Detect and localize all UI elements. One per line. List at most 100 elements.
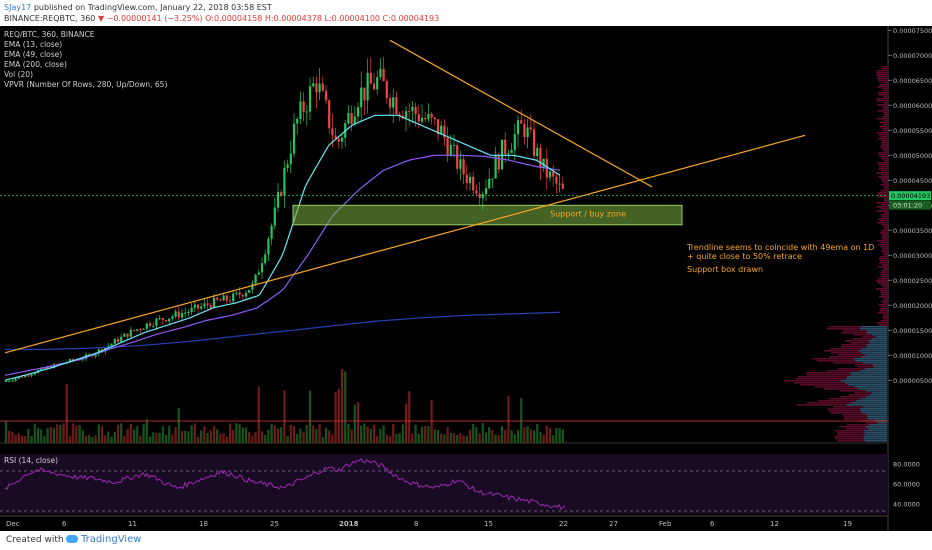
- legend-vpvr[interactable]: VPVR (Number Of Rows, 280, Up/Down, 65): [4, 80, 167, 89]
- descending-trendline[interactable]: [389, 39, 653, 188]
- vpvr-row: [845, 428, 887, 430]
- rsi-axis: 80.0000 60.0000 40.0000: [893, 461, 920, 509]
- price-chart[interactable]: Support / buy zone Trendline seems to co…: [0, 26, 932, 531]
- volume-bar: [129, 424, 132, 443]
- time-axis[interactable]: Dec 6 11 18 25 2018 8 15 22 27 Feb 6 12 19: [6, 520, 852, 528]
- vpvr-row: [880, 146, 887, 148]
- volume-bar: [164, 435, 168, 443]
- vpvr-row: [843, 416, 887, 418]
- candle-body: [526, 127, 529, 138]
- legend-symbol[interactable]: REQ/BTC, 360, BINANCE: [4, 30, 95, 39]
- volume-bar: [225, 436, 228, 443]
- volume-bar: [529, 429, 532, 443]
- candle-body: [481, 194, 484, 199]
- tradingview-link[interactable]: TradingView: [66, 534, 141, 545]
- price-axis[interactable]: 0.00007500 0.00007000 0.00006500 0.00006000…: [888, 27, 932, 385]
- candle-body: [123, 333, 126, 337]
- price-tick-label: 0.00002000: [893, 302, 932, 310]
- volume-bar: [385, 434, 388, 443]
- volume-bar: [379, 428, 382, 443]
- vpvr-row: [882, 268, 887, 270]
- vpvr-row: [881, 238, 887, 240]
- candle-body: [331, 128, 334, 136]
- vpvr-row: [876, 98, 887, 100]
- volume-bar: [120, 423, 123, 443]
- vpvr-row: [877, 110, 887, 112]
- vpvr-row: [880, 208, 887, 210]
- author-link[interactable]: SJay17: [4, 3, 32, 12]
- symbol-text: BINANCE:REQBTC, 360: [4, 14, 96, 23]
- vpvr-row-up: [872, 392, 887, 394]
- vpvr-row: [877, 92, 887, 94]
- volume-bar: [276, 428, 280, 443]
- candle-body: [148, 323, 152, 326]
- vpvr-row: [795, 378, 887, 380]
- candle-body: [360, 87, 363, 108]
- vpvr-row: [883, 182, 887, 184]
- price-tick-label: 0.00002500: [893, 277, 932, 285]
- volume-bar: [209, 430, 212, 443]
- volume-bar: [184, 430, 187, 443]
- vpvr-row: [876, 118, 887, 120]
- candle-body: [452, 145, 456, 147]
- time-tick-label: 6: [710, 520, 715, 528]
- vpvr-row: [836, 434, 887, 436]
- vpvr-row: [881, 128, 887, 130]
- legend-ema13[interactable]: EMA (13, close): [4, 40, 62, 49]
- candle-body: [417, 114, 420, 122]
- candle-body: [420, 117, 424, 122]
- candle-body: [216, 297, 219, 300]
- vpvr-row-up: [860, 410, 887, 412]
- volume-bar: [142, 423, 145, 443]
- legend-ema49[interactable]: EMA (49, close): [4, 50, 62, 59]
- volume-bar: [475, 427, 478, 443]
- volume-bar: [187, 431, 190, 443]
- vpvr-row: [880, 274, 887, 276]
- vpvr-row: [880, 320, 887, 322]
- ascending-trendline[interactable]: [4, 134, 806, 354]
- vpvr-row-up: [840, 380, 887, 382]
- volume-bar: [59, 424, 62, 443]
- volume-bar: [446, 427, 449, 443]
- volume-bar: [148, 436, 152, 443]
- legend-volume[interactable]: Vol (20): [4, 70, 33, 79]
- vpvr-row: [830, 352, 887, 354]
- candle-body: [328, 100, 331, 129]
- indicator-legend: REQ/BTC, 360, BINANCE EMA (13, close) EM…: [4, 30, 167, 89]
- volume-bar: [433, 429, 436, 443]
- publish-header: SJay17 published on TradingView.com, Jan…: [0, 0, 932, 30]
- candle-body: [555, 176, 558, 184]
- rsi-line: [4, 457, 566, 511]
- candle-body: [475, 190, 478, 194]
- tradingview-brand: TradingView: [81, 534, 142, 545]
- volume-bar: [289, 424, 292, 443]
- vpvr-row-up: [867, 418, 887, 420]
- chart-background: [0, 26, 932, 531]
- vpvr-row: [880, 178, 887, 180]
- legend-ema200[interactable]: EMA (200, close): [4, 60, 67, 69]
- volume-bar: [401, 424, 404, 443]
- vpvr-row: [876, 202, 887, 204]
- candle-body: [270, 225, 273, 239]
- volume-bar: [248, 432, 251, 443]
- volume-bar: [494, 434, 497, 443]
- candle-body: [558, 183, 561, 185]
- volume-bar: [212, 426, 216, 443]
- vpvr-row: [880, 256, 887, 258]
- vpvr-row: [881, 234, 887, 236]
- vpvr-row: [877, 266, 887, 268]
- rsi-band: [0, 454, 888, 514]
- volume-bar: [52, 427, 56, 443]
- vpvr-row: [841, 332, 887, 334]
- vpvr-row: [848, 394, 887, 396]
- rsi-label[interactable]: RSI (14, close): [4, 456, 58, 465]
- candle-body: [372, 83, 376, 90]
- vpvr-row: [827, 370, 887, 372]
- vpvr-row: [824, 350, 887, 352]
- current-price-value: 0.00004193: [891, 192, 930, 200]
- vpvr-row: [877, 194, 887, 196]
- candle-body: [190, 307, 193, 313]
- candle-body: [516, 120, 520, 135]
- vpvr-row: [883, 112, 887, 114]
- support-zone-box[interactable]: [292, 204, 683, 226]
